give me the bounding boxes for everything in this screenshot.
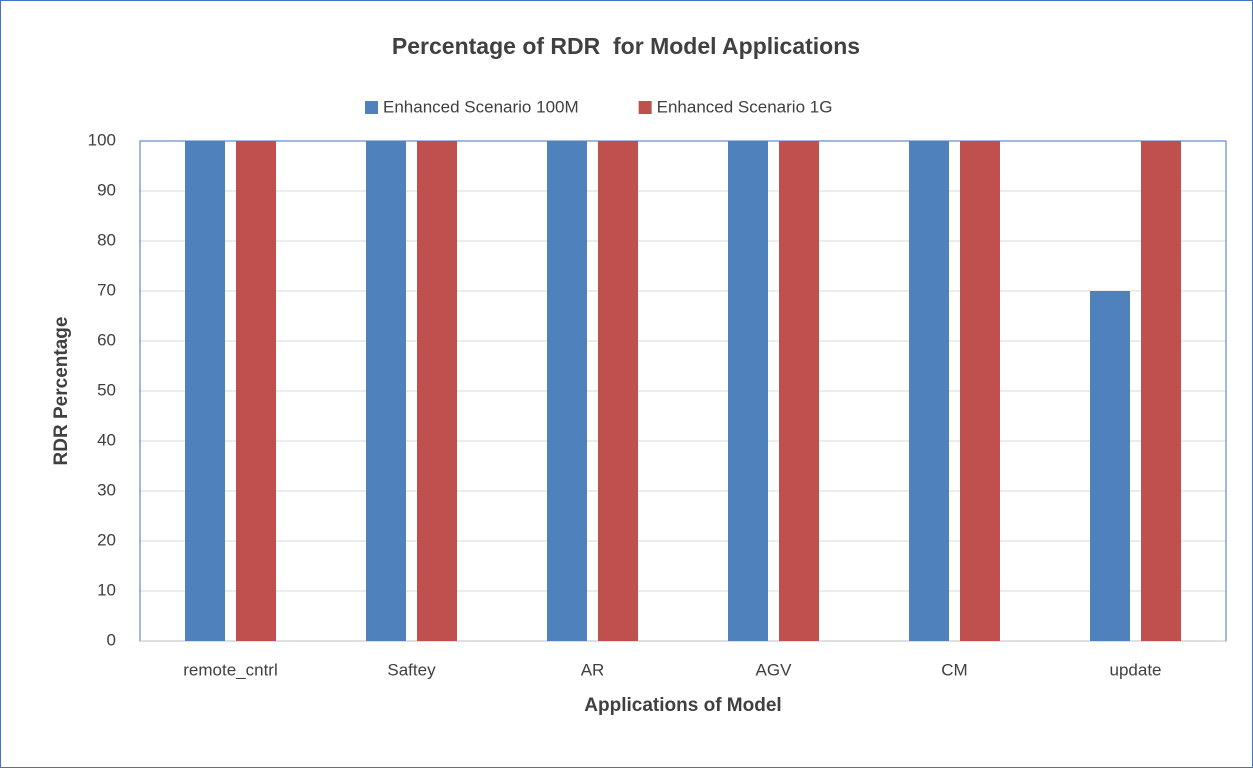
y-tick-label: 60 (97, 330, 116, 349)
y-tick-label: 30 (97, 480, 116, 499)
chart-title: Percentage of RDR for Model Applications (392, 33, 860, 59)
bar (366, 141, 406, 641)
x-tick-label: AR (581, 660, 605, 679)
legend-label: Enhanced Scenario 1G (657, 97, 833, 116)
y-tick-label: 80 (97, 230, 116, 249)
y-tick-label: 50 (97, 380, 116, 399)
x-tick-label: CM (941, 660, 967, 679)
bar (547, 141, 587, 641)
x-tick-label: AGV (756, 660, 793, 679)
x-tick-label: update (1110, 660, 1162, 679)
y-tick-label: 100 (88, 130, 116, 149)
legend-swatch (638, 101, 652, 114)
y-tick-label: 90 (97, 180, 116, 199)
y-tick-label: 0 (107, 630, 116, 649)
bar (417, 141, 457, 641)
x-tick-label: remote_cntrl (183, 660, 277, 679)
y-tick-label: 10 (97, 580, 116, 599)
x-tick-label: Saftey (387, 660, 436, 679)
y-tick-label: 20 (97, 530, 116, 549)
bar (1141, 141, 1181, 641)
x-axis-title: Applications of Model (584, 695, 781, 716)
y-tick-label: 40 (97, 430, 116, 449)
bar (598, 141, 638, 641)
bar (960, 141, 1000, 641)
legend-swatch (365, 101, 378, 114)
y-axis-title: RDR Percentage (51, 317, 72, 466)
bar (185, 141, 225, 641)
bar (728, 141, 768, 641)
bar (236, 141, 276, 641)
legend-label: Enhanced Scenario 100M (383, 97, 579, 116)
y-tick-label: 70 (97, 280, 116, 299)
bar (1090, 291, 1130, 641)
bar (779, 141, 819, 641)
bar (909, 141, 949, 641)
